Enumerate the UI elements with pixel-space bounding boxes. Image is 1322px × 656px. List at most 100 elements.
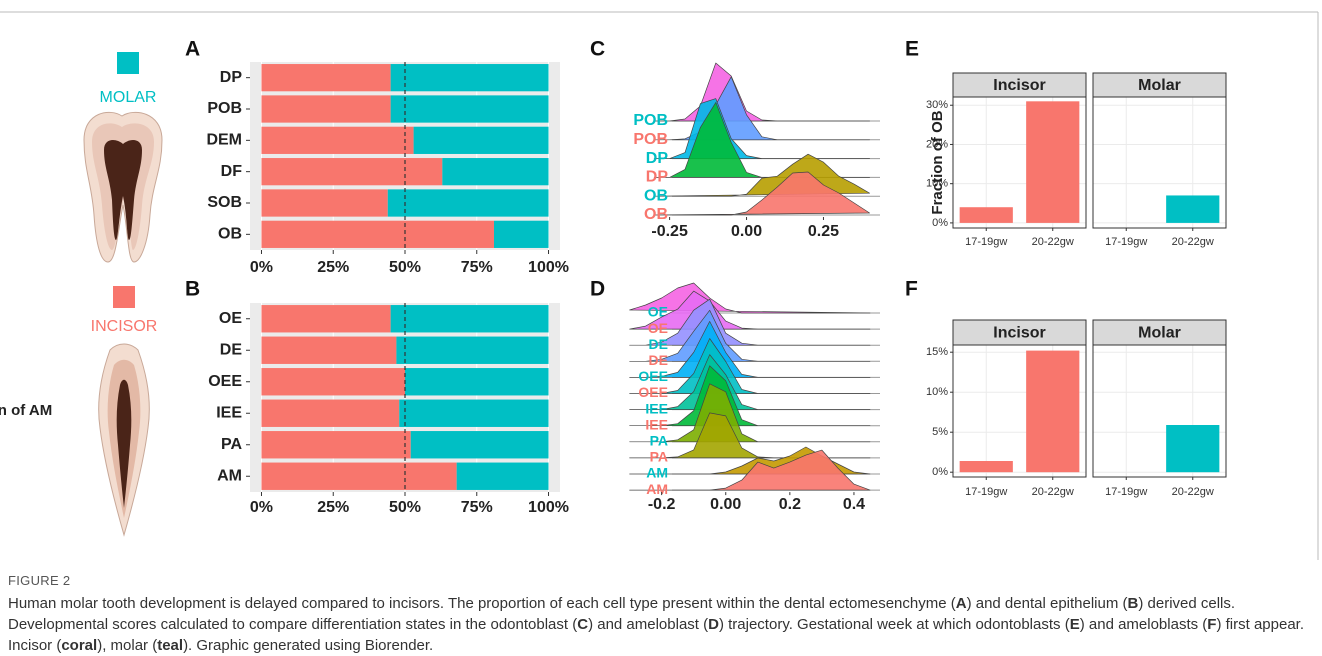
- ridge: [629, 412, 871, 459]
- y-tick-label: OB: [218, 226, 242, 243]
- caption-segment: coral: [61, 637, 98, 654]
- x-tick-label: 0.00: [710, 496, 741, 513]
- ridge: [629, 321, 871, 378]
- ridge-label: POB: [633, 112, 668, 129]
- ridge-label: OE: [648, 320, 668, 336]
- x-tick-label: 25%: [317, 499, 349, 516]
- legend-label: MOLAR: [100, 89, 157, 106]
- ridge: [629, 449, 871, 491]
- caption-segment: ), molar (: [97, 637, 158, 654]
- x-tick-label: 20-22gw: [1172, 486, 1214, 498]
- y-tick-label: DP: [220, 69, 243, 86]
- y-tick-label: 10%: [926, 386, 948, 398]
- facet-border: [1092, 344, 1227, 478]
- ridge: [629, 298, 871, 346]
- caption-segment: A: [955, 595, 967, 612]
- bar-segment: [261, 158, 443, 186]
- caption-segment: ) derived cells. Developmental scores ca…: [8, 595, 1236, 633]
- y-axis-label: Fraction of AM: [0, 402, 52, 419]
- caption-segment: ) and ameloblast (: [588, 616, 709, 633]
- facet-strip: [952, 72, 1087, 98]
- caption-segment: ) and dental epithelium (: [966, 595, 1128, 612]
- bar: [1166, 195, 1220, 223]
- ridge-label: AM: [646, 465, 668, 481]
- bar: [1026, 101, 1080, 223]
- y-tick-label: POB: [207, 100, 242, 117]
- bar-segment: [261, 64, 391, 92]
- ridge-label: POB: [633, 131, 668, 148]
- ridge-label: PA: [650, 433, 668, 449]
- y-tick-label: SOB: [207, 194, 242, 211]
- bar-segment: [261, 336, 397, 364]
- x-tick-label: 100%: [528, 499, 569, 516]
- ridge-label: IEE: [645, 416, 668, 432]
- facet-title: Incisor: [993, 77, 1045, 94]
- caption-segment: teal: [157, 637, 184, 654]
- panel-letter: F: [905, 278, 918, 301]
- bar-segment: [413, 126, 549, 154]
- y-tick-label: DE: [220, 341, 243, 358]
- legend-swatch: [113, 286, 135, 308]
- y-tick-label: 0%: [932, 217, 948, 229]
- facet-border: [952, 344, 1087, 478]
- facet-title: Molar: [1138, 77, 1181, 94]
- x-tick-label: 0.25: [808, 223, 839, 240]
- caption-text: Human molar tooth development is delayed…: [8, 595, 1304, 654]
- bar-segment: [390, 305, 549, 333]
- ridge-label: OEE: [638, 368, 668, 384]
- ridge: [629, 354, 871, 410]
- bar-segment: [261, 305, 391, 333]
- facet-border: [1092, 96, 1227, 229]
- x-tick-label: 75%: [461, 259, 493, 276]
- x-tick-label: 25%: [317, 259, 349, 276]
- y-tick-label: 10%: [926, 178, 948, 190]
- bar-segment: [396, 336, 549, 364]
- bar-segment: [456, 462, 549, 490]
- ridge: [629, 309, 871, 362]
- y-tick-label: 30%: [926, 99, 948, 111]
- ridge-label: DP: [646, 150, 669, 167]
- bar-segment: [261, 462, 457, 490]
- y-tick-label: PA: [221, 436, 242, 453]
- panel-letter: B: [185, 278, 200, 301]
- caption-label: FIGURE 2: [8, 573, 71, 588]
- bar: [959, 461, 1013, 473]
- bar-segment: [261, 189, 388, 217]
- x-tick-label: 20-22gw: [1032, 486, 1074, 498]
- x-tick-label: 20-22gw: [1172, 236, 1214, 248]
- figure: MOLAR INCISOR A0% 25% 50% 75% 100%DPPOBDEMDF…: [0, 11, 1319, 560]
- y-tick-label: 0%: [932, 466, 948, 478]
- x-tick-label: 17-19gw: [1105, 486, 1147, 498]
- x-tick-label: 17-19gw: [1105, 236, 1147, 248]
- x-tick-label: 17-19gw: [965, 486, 1007, 498]
- x-tick-label: -0.2: [648, 496, 676, 513]
- ridge: [653, 98, 870, 159]
- ridge: [653, 171, 870, 216]
- panel-letter: C: [590, 38, 605, 61]
- bar-segment: [261, 126, 414, 154]
- y-tick-label: DF: [221, 163, 243, 180]
- ridge-label: PA: [650, 449, 668, 465]
- x-tick-label: 20-22gw: [1032, 236, 1074, 248]
- y-axis-label: Fraction of OB: [929, 110, 946, 214]
- panel-letter: D: [590, 278, 605, 301]
- facet-strip: [1092, 72, 1227, 98]
- x-tick-label: 50%: [389, 499, 421, 516]
- bar-segment: [261, 368, 405, 396]
- ridge-label: DE: [649, 336, 668, 352]
- caption-segment: F: [1207, 616, 1217, 633]
- ridge-label: DE: [649, 352, 668, 368]
- caption-segment: E: [1069, 616, 1080, 633]
- bar: [1166, 425, 1220, 473]
- x-tick-label: 50%: [389, 259, 421, 276]
- caption-segment: C: [577, 616, 589, 633]
- x-tick-label: 17-19gw: [965, 236, 1007, 248]
- caption-segment: B: [1127, 595, 1139, 612]
- x-tick-label: 0.00: [731, 223, 762, 240]
- caption-segment: ). Graphic generated using Biorender.: [183, 637, 434, 654]
- facet-title: Molar: [1138, 325, 1181, 342]
- bar-segment: [493, 220, 549, 248]
- y-tick-label: OEE: [208, 373, 242, 390]
- bar-segment: [390, 95, 549, 123]
- caption-segment: ) trajectory. Gestational week at which …: [718, 616, 1070, 633]
